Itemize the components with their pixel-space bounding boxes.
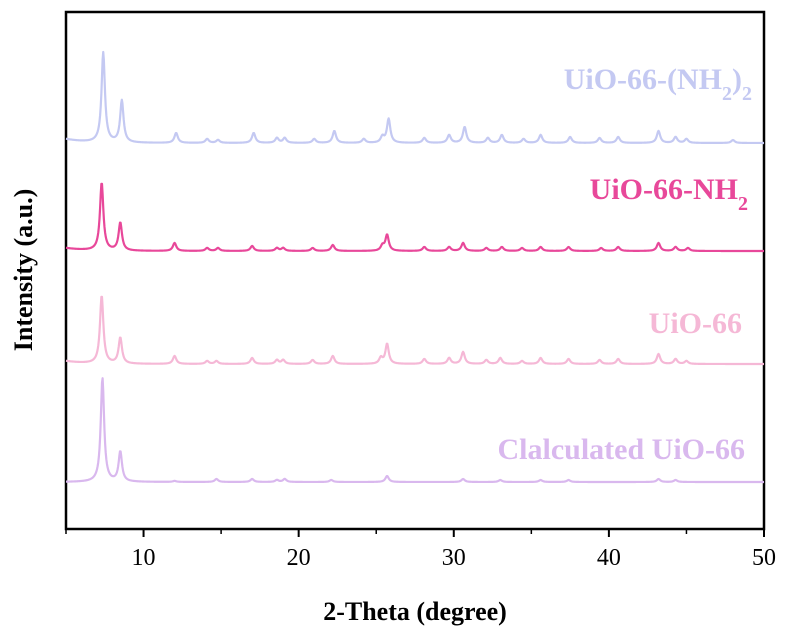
series-trace xyxy=(65,182,765,253)
series-label: Clalculated UiO-66 xyxy=(498,433,746,466)
series-label: UiO-66 xyxy=(649,307,742,340)
plot-frame xyxy=(64,10,766,531)
series-label: UiO-66-NH2 xyxy=(590,173,748,215)
series-layer xyxy=(65,50,765,484)
x-axis-title: 2-Theta (degree) xyxy=(323,597,507,626)
x-tick-label: 10 xyxy=(132,545,156,571)
series-label: UiO-66-(NH2)2 xyxy=(564,63,752,105)
x-tick-label: 50 xyxy=(752,545,776,571)
series-trace xyxy=(65,295,765,366)
x-tick-label: 20 xyxy=(287,545,311,571)
x-tick-layer: 10 20 30 40 50 xyxy=(65,529,776,571)
series-trace xyxy=(65,377,765,484)
series-trace xyxy=(65,50,765,145)
x-tick-label: 30 xyxy=(442,545,466,571)
x-tick-label: 40 xyxy=(597,545,621,571)
y-axis-title: Intensity (a.u.) xyxy=(9,189,38,352)
series-label-layer: UiO-66-(NH2)2 UiO-66-NH2 UiO-66 Clalculated… xyxy=(498,63,753,466)
